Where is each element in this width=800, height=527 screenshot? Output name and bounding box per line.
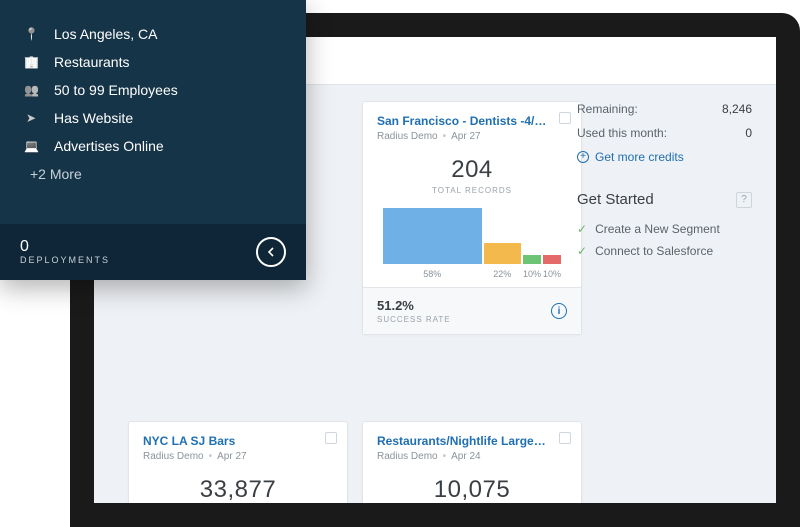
card-title[interactable]: San Francisco - Dentists -4/5 Star… (377, 114, 567, 128)
get-started-item-label: Create a New Segment (595, 222, 720, 236)
credits-used-label: Used this month: (577, 126, 667, 140)
filter-item[interactable]: ➤ Has Website (24, 104, 288, 132)
info-icon[interactable]: i (551, 303, 567, 319)
help-icon[interactable]: ? (736, 192, 752, 208)
right-column: Remaining: 8,246 Used this month: 0 + Ge… (577, 97, 752, 262)
credits-remaining-value: 8,246 (722, 102, 752, 116)
check-icon: ✓ (577, 244, 587, 258)
filter-item[interactable]: 👥 50 to 99 Employees (24, 76, 288, 104)
filter-list: 📍 Los Angeles, CA 🏢 Restaurants 👥 50 to 99 Em… (0, 0, 306, 160)
success-rate-label: SUCCESS RATE (377, 315, 451, 324)
card-owner: Radius Demo (143, 451, 204, 462)
pin-icon: 📍 (24, 27, 38, 41)
get-more-credits-link[interactable]: + Get more credits (577, 145, 752, 169)
segment-card-sf-dentists[interactable]: San Francisco - Dentists -4/5 Star… Radi… (362, 101, 582, 335)
get-started-list: ✓ Create a New Segment ✓ Connect to Salesfo… (577, 218, 752, 262)
laptop-icon: 💻 (24, 139, 38, 153)
filter-label: 50 to 99 Employees (54, 82, 178, 98)
card-date: Apr 27 (451, 131, 480, 142)
deployments-label: DEPLOYMENTS (20, 256, 110, 266)
filter-label: Advertises Online (54, 138, 164, 154)
card-meta: Radius Demo Apr 27 (377, 131, 567, 142)
total-records-label: TOTAL RECORDS (377, 186, 567, 195)
get-started-item[interactable]: ✓ Connect to Salesforce (577, 240, 752, 262)
bar-segment: 58% (383, 208, 482, 279)
bar-percent-label: 58% (423, 269, 441, 279)
get-started-item-label: Connect to Salesforce (595, 244, 713, 258)
card-checkbox[interactable] (559, 112, 571, 124)
bar-segment: 10% (523, 255, 541, 280)
card-date: Apr 24 (451, 451, 480, 462)
plus-circle-icon: + (577, 151, 589, 163)
filter-panel: 📍 Los Angeles, CA 🏢 Restaurants 👥 50 to 99 Em… (0, 0, 306, 280)
bar-percent-label: 10% (543, 269, 561, 279)
back-button[interactable] (256, 237, 286, 267)
card-date: Apr 27 (217, 451, 246, 462)
card-title[interactable]: Restaurants/Nightlife Large Cities (377, 434, 567, 448)
deployments-count: 0 (20, 238, 110, 256)
deployments-bar: 0 DEPLOYMENTS (0, 224, 306, 280)
card-checkbox[interactable] (325, 432, 337, 444)
get-more-credits-label: Get more credits (595, 150, 684, 164)
bar-percent-label: 22% (493, 269, 511, 279)
card-meta: Radius Demo Apr 24 (377, 451, 567, 462)
bar-segment: 10% (543, 255, 561, 280)
bar-percent-label: 10% (523, 269, 541, 279)
bar-segment: 22% (484, 243, 521, 279)
success-rate-value: 51.2% (377, 298, 451, 313)
building-icon: 🏢 (24, 55, 38, 69)
total-records-value: 33,877 (143, 476, 333, 503)
get-started-item[interactable]: ✓ Create a New Segment (577, 218, 752, 240)
filter-label: Los Angeles, CA (54, 26, 158, 42)
chevron-left-icon (266, 247, 276, 257)
card-footer: 51.2% SUCCESS RATE i (363, 287, 581, 334)
card-bar-chart: 58% 22% 10%10% (377, 209, 567, 279)
card-title[interactable]: NYC LA SJ Bars (143, 434, 333, 448)
people-icon: 👥 (24, 83, 38, 97)
credits-remaining-row: Remaining: 8,246 (577, 97, 752, 121)
cursor-icon: ➤ (24, 111, 38, 125)
filter-item[interactable]: 🏢 Restaurants (24, 48, 288, 76)
credits-used-value: 0 (745, 126, 752, 140)
get-started-heading: Get Started ? (577, 191, 752, 208)
credits-used-row: Used this month: 0 (577, 121, 752, 145)
segment-card-nyc-la-sj[interactable]: NYC LA SJ Bars Radius DemoApr 27 33,877 … (128, 421, 348, 503)
total-records-value: 204 (377, 156, 567, 184)
check-icon: ✓ (577, 222, 587, 236)
total-records-value: 10,075 (377, 476, 567, 503)
filter-label: Has Website (54, 110, 133, 126)
more-filters-link[interactable]: +2 More (0, 166, 306, 182)
segment-card-restaurants-nightlife[interactable]: Restaurants/Nightlife Large Cities Radiu… (362, 421, 582, 503)
filter-item[interactable]: 📍 Los Angeles, CA (24, 20, 288, 48)
card-owner: Radius Demo (377, 451, 438, 462)
filter-item[interactable]: 💻 Advertises Online (24, 132, 288, 160)
card-meta: Radius Demo Apr 27 (143, 451, 333, 462)
filter-label: Restaurants (54, 54, 129, 70)
credits-remaining-label: Remaining: (577, 102, 638, 116)
get-started-title: Get Started (577, 191, 654, 208)
card-owner: Radius Demo (377, 131, 438, 142)
card-checkbox[interactable] (559, 432, 571, 444)
